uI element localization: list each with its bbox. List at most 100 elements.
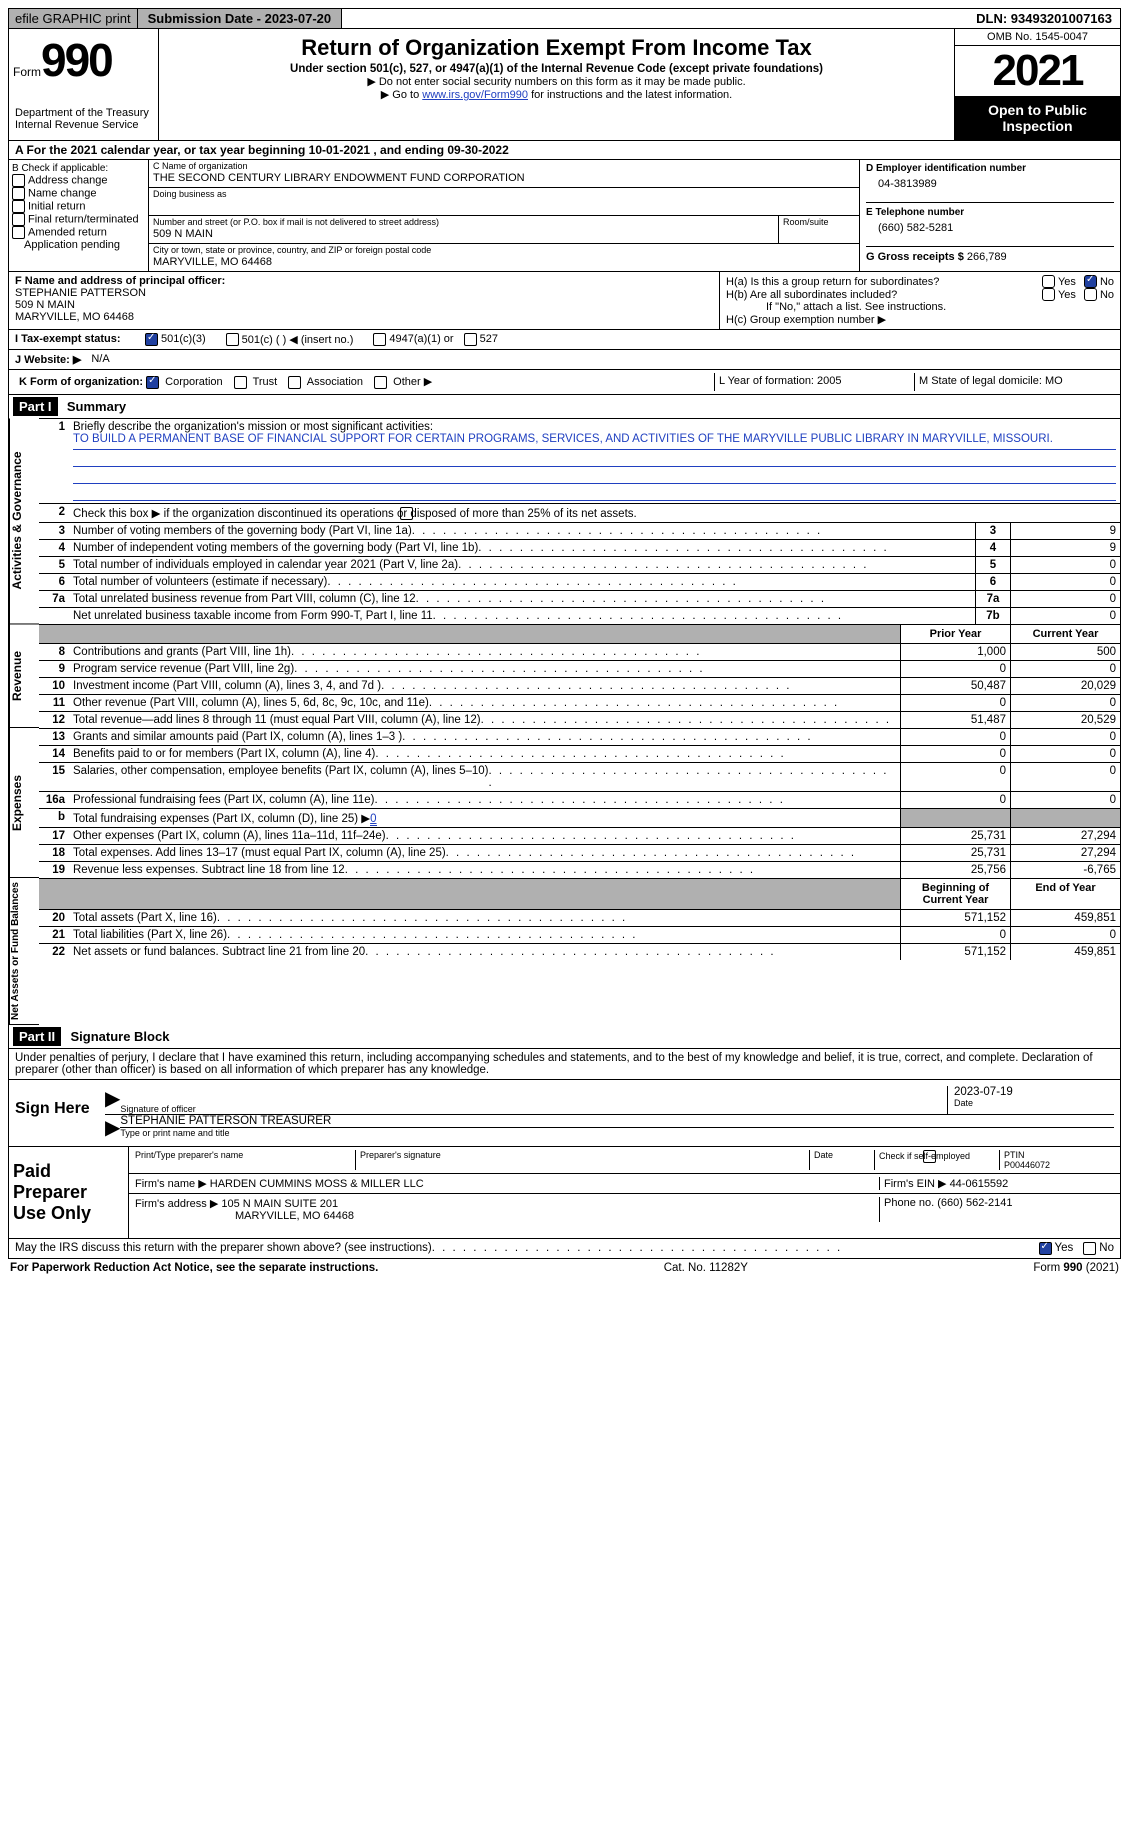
line-desc: Professional fundraising fees (Part IX, …: [69, 792, 900, 808]
data-line: 15 Salaries, other compensation, employe…: [39, 762, 1120, 791]
form-id-box: Form990 Department of the Treasury Inter…: [9, 29, 159, 140]
line-num: 4: [39, 540, 69, 556]
footer-990: 990: [1063, 1262, 1082, 1274]
k-trust-label: Trust: [253, 376, 278, 388]
phone-label: E Telephone number: [866, 207, 1114, 218]
paid-preparer-grid: Paid Preparer Use Only Print/Type prepar…: [9, 1146, 1120, 1238]
officer-city: MARYVILLE, MO 64468: [15, 311, 713, 323]
gov-line: 3 Number of voting members of the govern…: [39, 522, 1120, 539]
current-val: 0: [1010, 792, 1120, 808]
line-desc: Program service revenue (Part VIII, line…: [69, 661, 900, 677]
line-desc: Investment income (Part VIII, column (A)…: [69, 678, 900, 694]
irs-link[interactable]: www.irs.gov/Form990: [422, 89, 528, 101]
part2-badge: Part II: [13, 1027, 61, 1046]
current-val: 459,851: [1010, 910, 1120, 926]
line-desc: Contributions and grants (Part VIII, lin…: [69, 644, 900, 660]
line-desc: Net assets or fund balances. Subtract li…: [69, 944, 900, 960]
firm-ein: 44-0615592: [950, 1178, 1009, 1190]
status-527[interactable]: [464, 333, 477, 346]
side-net: Net Assets or Fund Balances: [9, 878, 39, 1025]
status-4947[interactable]: [373, 333, 386, 346]
h-a-no[interactable]: [1084, 275, 1097, 288]
h-b-no[interactable]: [1084, 288, 1097, 301]
h-a-yes[interactable]: [1042, 275, 1055, 288]
k-trust[interactable]: [234, 376, 247, 389]
data-line: 14 Benefits paid to or for members (Part…: [39, 745, 1120, 762]
mission-blank2: [73, 467, 1116, 484]
current-val: 27,294: [1010, 828, 1120, 844]
k-other[interactable]: [374, 376, 387, 389]
line-desc: Total expenses. Add lines 13–17 (must eq…: [69, 845, 900, 861]
h-b-label: H(b) Are all subordinates included?: [726, 289, 1042, 301]
officer-group-section: F Name and address of principal officer:…: [8, 272, 1121, 330]
line-box: 5: [975, 557, 1010, 573]
status-501c3[interactable]: [145, 333, 158, 346]
sign-right: ▶ Signature of officer 2023-07-19 Date ▶…: [99, 1080, 1120, 1146]
tax-status-row: I Tax-exempt status: 501(c)(3) 501(c) ( …: [8, 330, 1121, 350]
data-line: 9 Program service revenue (Part VIII, li…: [39, 660, 1120, 677]
current-val: 0: [1010, 927, 1120, 943]
firm-addr2: MARYVILLE, MO 64468: [235, 1210, 354, 1222]
line-num: 20: [39, 910, 69, 926]
line-16b-val[interactable]: 0: [370, 813, 376, 826]
box-k: K Form of organization: Corporation Trus…: [15, 373, 714, 391]
discuss-no[interactable]: [1083, 1242, 1096, 1255]
mission-block: Briefly describe the organization's miss…: [69, 419, 1120, 503]
prior-val: 0: [900, 729, 1010, 745]
check-amended-label: Amended return: [28, 226, 107, 238]
current-val: 20,529: [1010, 712, 1120, 728]
line1-num: 1: [39, 419, 69, 503]
line2-desc: Check this box ▶ if the organization dis…: [69, 504, 1120, 522]
line-num: 14: [39, 746, 69, 762]
officer-label: F Name and address of principal officer:: [15, 275, 713, 287]
check-final[interactable]: Final return/terminated: [12, 213, 145, 226]
line-num: 15: [39, 763, 69, 791]
h-b-yes[interactable]: [1042, 288, 1055, 301]
self-employed-check[interactable]: [923, 1150, 936, 1163]
form-org-row: K Form of organization: Corporation Trus…: [8, 370, 1121, 395]
k-other-label: Other ▶: [393, 376, 432, 388]
discuss-yes[interactable]: [1039, 1242, 1052, 1255]
gov-line: 6 Total number of volunteers (estimate i…: [39, 573, 1120, 590]
check-pending-label: Application pending: [24, 239, 120, 251]
governance-rows: 1 Briefly describe the organization's mi…: [39, 418, 1120, 624]
efile-label: efile GRAPHIC print: [9, 9, 138, 28]
check-amended[interactable]: Amended return: [12, 226, 145, 239]
k-corp[interactable]: [146, 376, 159, 389]
line-box: 6: [975, 574, 1010, 590]
check-address[interactable]: Address change: [12, 174, 145, 187]
line-16b-desc: Total fundraising expenses (Part IX, col…: [69, 809, 900, 827]
mission-label: Briefly describe the organization's miss…: [73, 421, 1116, 433]
h-c-label: H(c) Group exemption number ▶: [726, 313, 1114, 326]
line-num: 11: [39, 695, 69, 711]
check-name-label: Name change: [28, 187, 97, 199]
line-box: 3: [975, 523, 1010, 539]
line-num: 21: [39, 927, 69, 943]
check-pending[interactable]: Application pending: [24, 239, 145, 251]
side-governance: Activities & Governance: [9, 418, 39, 624]
data-line: 16a Professional fundraising fees (Part …: [39, 791, 1120, 808]
identity-section: B Check if applicable: Address change Na…: [8, 160, 1121, 272]
line2-check[interactable]: [400, 507, 413, 520]
check-initial-label: Initial return: [28, 200, 85, 212]
k-assoc[interactable]: [288, 376, 301, 389]
line-num: 13: [39, 729, 69, 745]
line-desc: Total number of individuals employed in …: [69, 557, 975, 573]
status-501c[interactable]: [226, 333, 239, 346]
firm-addr-label: Firm's address ▶: [135, 1198, 218, 1210]
prep-name-label: Print/Type preparer's name: [135, 1150, 356, 1170]
sub3-pre: ▶ Go to: [381, 89, 422, 101]
prep-row2: Firm's name ▶ HARDEN CUMMINS MOSS & MILL…: [129, 1174, 1120, 1194]
discuss-no-label: No: [1099, 1242, 1114, 1255]
check-name[interactable]: Name change: [12, 187, 145, 200]
line-desc: Net unrelated business taxable income fr…: [69, 608, 975, 624]
website-value: N/A: [91, 353, 109, 366]
check-initial[interactable]: Initial return: [12, 200, 145, 213]
line-val: 0: [1010, 608, 1120, 624]
officer-sig-line: [120, 1086, 947, 1104]
page-footer: For Paperwork Reduction Act Notice, see …: [8, 1259, 1121, 1277]
line-desc: Salaries, other compensation, employee b…: [69, 763, 900, 791]
dotfill: [432, 1242, 1039, 1255]
line-desc: Revenue less expenses. Subtract line 18 …: [69, 862, 900, 878]
submission-date: Submission Date - 2023-07-20: [138, 9, 343, 28]
